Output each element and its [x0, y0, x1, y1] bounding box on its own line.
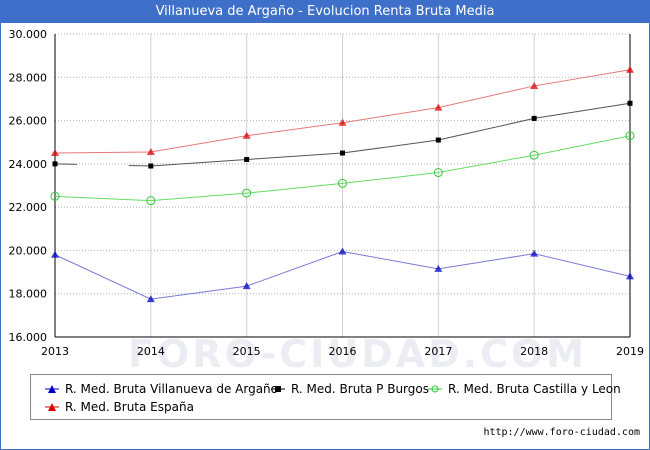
watermark: FORO-CIUDAD.COM	[128, 332, 588, 376]
x-tick-label: 2015	[233, 345, 261, 358]
series-line-segment	[246, 182, 343, 194]
chart-title: Villanueva de Argaño - Evolucion Renta B…	[1, 1, 649, 23]
series-line-segment	[150, 159, 247, 167]
series-line-segment	[246, 251, 343, 287]
data-point-circle	[338, 178, 347, 188]
series-line-segment	[54, 254, 152, 300]
data-point-triangle	[530, 81, 539, 89]
legend-square-black-icon	[271, 386, 285, 392]
series-line-segment	[246, 152, 343, 161]
series-line-segment	[150, 135, 247, 153]
chart-legend: R. Med. Bruta Villanueva de Argaño R. Me…	[30, 374, 621, 420]
y-tick-label: 20.000	[9, 244, 48, 257]
legend-triangle-red-icon	[45, 403, 59, 411]
series-line-segment	[534, 69, 631, 87]
series-line-segment	[342, 172, 439, 184]
series-line-segment	[342, 251, 439, 270]
data-point-triangle	[626, 272, 634, 280]
y-tick-label: 30.000	[9, 28, 48, 41]
series-line-segment	[438, 117, 535, 141]
data-point-square	[627, 100, 633, 106]
x-tick-label: 2017	[424, 345, 452, 358]
series-line-segment	[342, 107, 439, 124]
data-point-circle	[529, 150, 539, 160]
series-line-segment	[438, 253, 535, 270]
data-point-triangle	[51, 149, 59, 157]
series-line-segment	[150, 285, 247, 300]
series-line-segment	[246, 122, 343, 137]
y-tick-label: 28.000	[9, 71, 48, 84]
y-tick-label: 24.000	[9, 158, 48, 171]
data-point-circle	[146, 196, 156, 206]
y-tick-label: 26.000	[9, 115, 48, 128]
series-line-segment	[150, 192, 247, 202]
data-point-circle	[242, 188, 252, 198]
data-point-square	[531, 115, 537, 121]
data-point-circle	[433, 168, 443, 178]
legend-label-villanueva: R. Med. Bruta Villanueva de Argaño	[65, 382, 278, 396]
data-point-triangle	[242, 282, 251, 290]
data-point-triangle	[51, 250, 59, 258]
data-point-square	[148, 163, 154, 169]
y-tick-label: 16.000	[9, 331, 48, 344]
data-point-triangle	[434, 103, 443, 111]
y-tick-label: 18.000	[9, 288, 48, 301]
series-line-segment	[534, 135, 631, 156]
x-tick-label: 2018	[520, 345, 548, 358]
x-tick-label: 2019	[616, 345, 644, 358]
footer-url: http://www.foro-ciudad.com	[483, 427, 640, 438]
legend-label-burgos: R. Med. Bruta P Burgos	[291, 382, 429, 396]
legend-triangle-blue-icon	[45, 385, 59, 393]
series-line-segment	[534, 102, 631, 119]
data-point-triangle	[242, 131, 251, 139]
data-point-circle	[625, 131, 635, 141]
legend-label-espana: R. Med. Bruta España	[65, 400, 194, 414]
data-point-triangle	[530, 249, 539, 257]
series-line-segment	[438, 85, 535, 109]
x-tick-label: 2016	[329, 345, 357, 358]
x-tick-label: 2013	[41, 345, 69, 358]
legend-circle-green-icon	[428, 385, 442, 393]
data-point-square	[52, 161, 58, 167]
data-point-triangle	[146, 295, 155, 303]
series-line-segment	[54, 151, 151, 154]
data-point-triangle	[338, 247, 347, 255]
legend-label-castilla: R. Med. Bruta Castilla y Leon	[448, 382, 621, 396]
data-point-square	[244, 157, 250, 163]
x-tick-label: 2014	[137, 345, 165, 358]
y-tick-label: 22.000	[9, 201, 48, 214]
data-point-square	[340, 150, 345, 156]
data-point-triangle	[434, 264, 443, 272]
series-line-segment	[438, 154, 535, 174]
series-line-segment	[54, 195, 151, 202]
series-line-segment	[342, 139, 439, 154]
data-point-square	[435, 137, 441, 143]
data-point-triangle	[338, 118, 347, 126]
data-point-triangle	[146, 147, 155, 155]
data-point-triangle	[626, 65, 634, 73]
series-line-segment	[534, 253, 631, 277]
data-point-circle	[50, 191, 60, 201]
